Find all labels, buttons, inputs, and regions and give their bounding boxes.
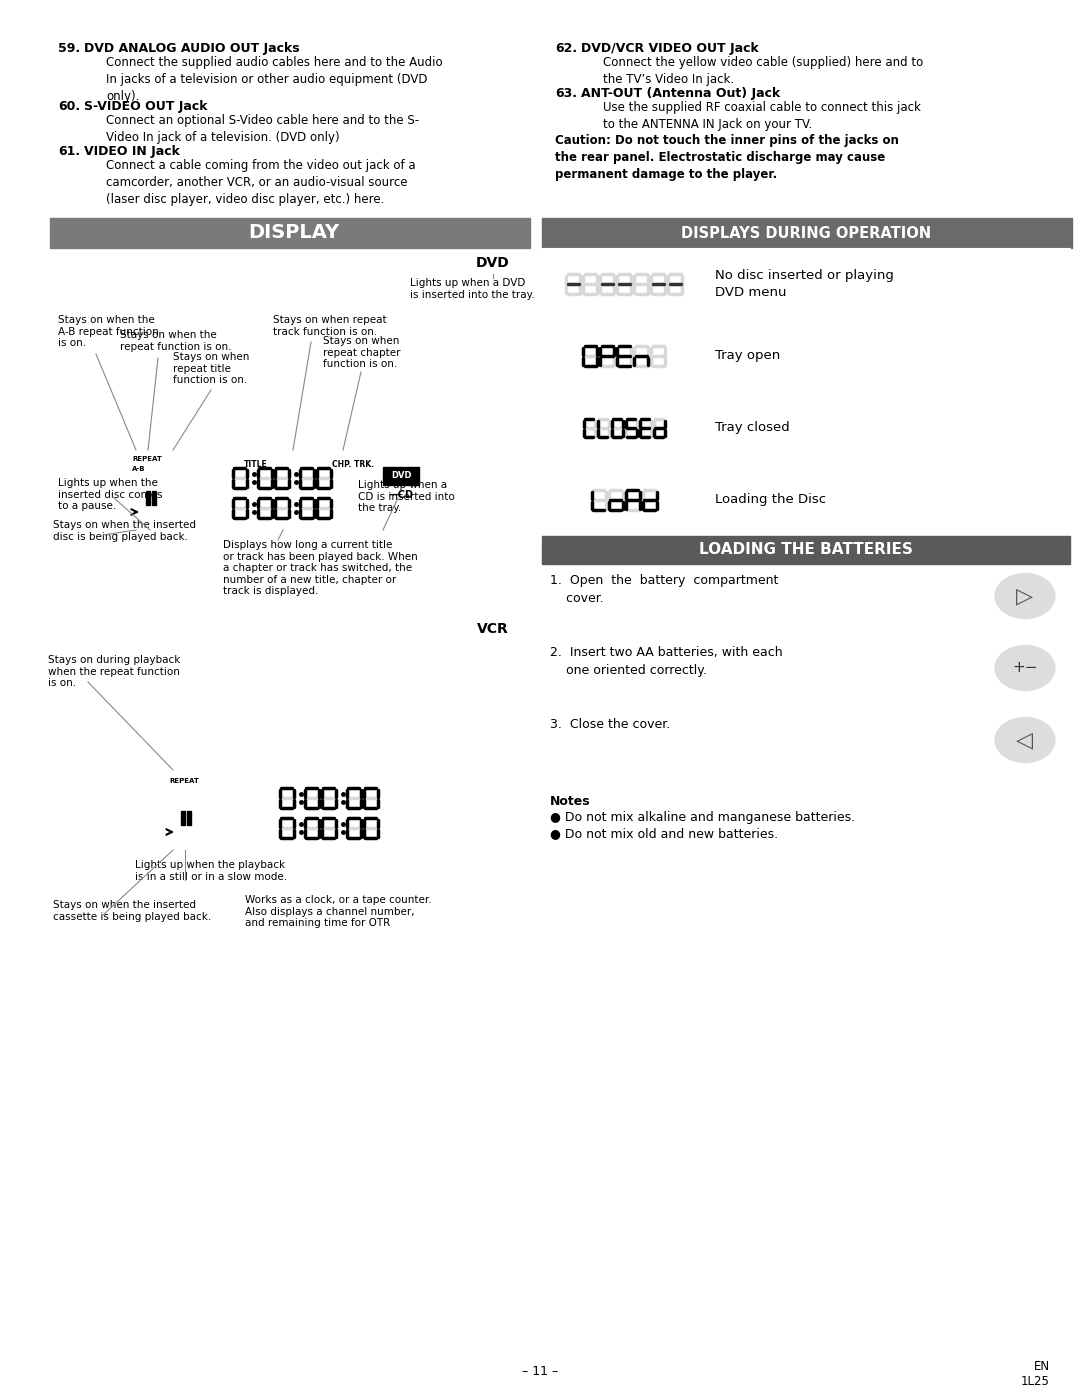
Text: DISPLAY: DISPLAY xyxy=(248,224,339,243)
Text: Connect an optional S-Video cable here and to the S-
Video In jack of a televisi: Connect an optional S-Video cable here a… xyxy=(106,115,419,144)
Ellipse shape xyxy=(995,645,1055,690)
Text: DVD: DVD xyxy=(391,472,411,481)
Text: ◁: ◁ xyxy=(1016,731,1034,750)
Text: Connect the supplied audio cables here and to the Audio
In jacks of a television: Connect the supplied audio cables here a… xyxy=(106,56,443,103)
Bar xyxy=(542,249,1070,320)
Text: Tray closed: Tray closed xyxy=(715,422,789,434)
Bar xyxy=(550,400,701,457)
Text: – 11 –: – 11 – xyxy=(522,1365,558,1377)
Text: Lights up when a
CD is inserted into
the tray.: Lights up when a CD is inserted into the… xyxy=(357,481,455,513)
Text: No disc inserted or playing
DVD menu: No disc inserted or playing DVD menu xyxy=(715,268,894,299)
Text: —CD: —CD xyxy=(389,490,414,500)
Bar xyxy=(156,760,450,849)
Text: A-B: A-B xyxy=(132,467,146,472)
Ellipse shape xyxy=(995,574,1055,619)
Text: DISPLAYS DURING OPERATION: DISPLAYS DURING OPERATION xyxy=(680,225,931,240)
Text: S-VIDEO OUT Jack: S-VIDEO OUT Jack xyxy=(84,101,207,113)
Text: ▷: ▷ xyxy=(1016,585,1034,606)
Text: DVD/VCR VIDEO OUT Jack: DVD/VCR VIDEO OUT Jack xyxy=(581,42,759,54)
Bar xyxy=(181,812,185,826)
Bar xyxy=(542,464,1070,536)
Text: 1.  Open  the  battery  compartment
    cover.: 1. Open the battery compartment cover. xyxy=(550,574,779,605)
Text: VIDEO IN Jack: VIDEO IN Jack xyxy=(84,145,180,158)
Text: Connect a cable coming from the video out jack of a
camcorder, another VCR, or a: Connect a cable coming from the video ou… xyxy=(106,159,416,205)
Bar xyxy=(542,218,1072,249)
Text: VCR: VCR xyxy=(477,622,509,636)
Text: TITLE: TITLE xyxy=(244,460,268,469)
Text: 2.  Insert two AA batteries, with each
    one oriented correctly.: 2. Insert two AA batteries, with each on… xyxy=(550,645,783,678)
Text: ● Do not mix old and new batteries.: ● Do not mix old and new batteries. xyxy=(550,827,778,840)
Text: Caution: Do not touch the inner pins of the jacks on
the rear panel. Electrostat: Caution: Do not touch the inner pins of … xyxy=(555,134,899,182)
Text: Lights up when the playback
is in a still or in a slow mode.: Lights up when the playback is in a stil… xyxy=(135,861,287,882)
Text: 3.  Close the cover.: 3. Close the cover. xyxy=(550,718,671,731)
Text: Connect the yellow video cable (supplied) here and to
the TV’s Video In jack.: Connect the yellow video cable (supplied… xyxy=(603,56,923,87)
Bar xyxy=(146,490,150,504)
Text: Stays on when the
repeat function is on.: Stays on when the repeat function is on. xyxy=(120,330,231,352)
Text: 60.: 60. xyxy=(58,101,80,113)
Text: REPEAT: REPEAT xyxy=(132,455,162,462)
Text: Stays on when
repeat chapter
function is on.: Stays on when repeat chapter function is… xyxy=(323,337,401,369)
Text: Displays how long a current title
or track has been played back. When
a chapter : Displays how long a current title or tra… xyxy=(222,541,418,597)
Bar xyxy=(550,327,701,386)
Bar xyxy=(50,218,530,249)
Bar xyxy=(383,467,419,485)
Text: 61.: 61. xyxy=(58,145,80,158)
Text: CHP. TRK.: CHP. TRK. xyxy=(332,460,374,469)
Text: Use the supplied RF coaxial cable to connect this jack
to the ANTENNA IN Jack on: Use the supplied RF coaxial cable to con… xyxy=(603,101,921,131)
Text: Stays on when repeat
track function is on.: Stays on when repeat track function is o… xyxy=(273,314,387,337)
Text: DVD: DVD xyxy=(476,256,510,270)
Bar xyxy=(542,536,1070,564)
Text: DVD ANALOG AUDIO OUT Jacks: DVD ANALOG AUDIO OUT Jacks xyxy=(84,42,299,54)
Bar xyxy=(465,251,521,274)
Text: +−: +− xyxy=(1012,661,1038,676)
Text: ANT-OUT (Antenna Out) Jack: ANT-OUT (Antenna Out) Jack xyxy=(581,87,780,101)
Bar xyxy=(542,393,1070,464)
Text: Tray open: Tray open xyxy=(715,349,780,362)
Text: Works as a clock, or a tape counter.
Also displays a channel number,
and remaini: Works as a clock, or a tape counter. Als… xyxy=(245,895,432,928)
Text: Lights up when a DVD
is inserted into the tray.: Lights up when a DVD is inserted into th… xyxy=(410,278,535,299)
Text: 62.: 62. xyxy=(555,42,577,54)
Text: Stays on when the inserted
cassette is being played back.: Stays on when the inserted cassette is b… xyxy=(53,900,212,922)
Bar xyxy=(152,490,156,504)
Text: Stays on when the
A-B repeat function
is on.: Stays on when the A-B repeat function is… xyxy=(58,314,159,348)
Ellipse shape xyxy=(995,718,1055,763)
Bar xyxy=(550,471,701,529)
Text: Notes: Notes xyxy=(550,795,591,807)
Bar xyxy=(550,256,701,313)
Text: 59.: 59. xyxy=(58,42,80,54)
Text: Loading the Disc: Loading the Disc xyxy=(715,493,826,507)
Text: EN
1L25: EN 1L25 xyxy=(1021,1361,1050,1389)
Bar xyxy=(187,812,191,826)
Text: Lights up when the
inserted disc comes
to a pause.: Lights up when the inserted disc comes t… xyxy=(58,478,162,511)
Text: 63.: 63. xyxy=(555,87,577,101)
Bar xyxy=(118,440,438,529)
Text: Stays on during playback
when the repeat function
is on.: Stays on during playback when the repeat… xyxy=(48,655,180,689)
Bar xyxy=(465,617,521,640)
Text: LOADING THE BATTERIES: LOADING THE BATTERIES xyxy=(699,542,913,557)
Text: Stays on when
repeat title
function is on.: Stays on when repeat title function is o… xyxy=(173,352,249,386)
Text: REPEAT: REPEAT xyxy=(168,778,199,784)
Bar xyxy=(542,320,1070,393)
Text: Stays on when the inserted
disc is being played back.: Stays on when the inserted disc is being… xyxy=(53,520,195,542)
Text: ● Do not mix alkaline and manganese batteries.: ● Do not mix alkaline and manganese batt… xyxy=(550,812,855,824)
